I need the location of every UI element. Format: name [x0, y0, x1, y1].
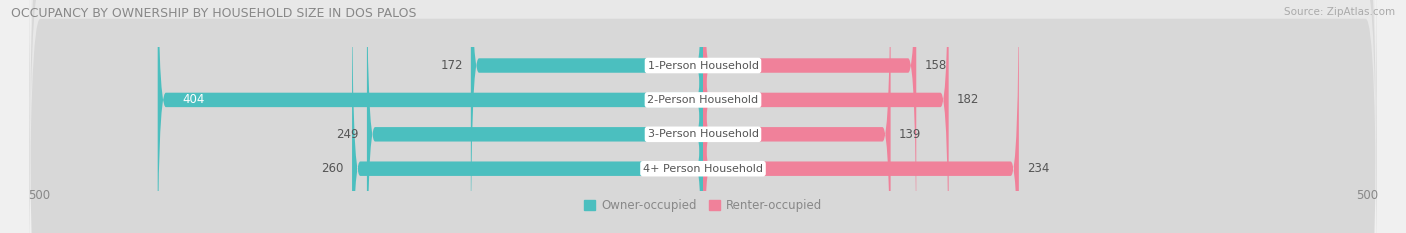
- FancyBboxPatch shape: [30, 0, 1376, 233]
- FancyBboxPatch shape: [30, 0, 1376, 216]
- Text: 139: 139: [898, 128, 921, 141]
- FancyBboxPatch shape: [703, 0, 917, 233]
- FancyBboxPatch shape: [703, 0, 890, 233]
- FancyBboxPatch shape: [157, 0, 703, 233]
- Legend: Owner-occupied, Renter-occupied: Owner-occupied, Renter-occupied: [579, 195, 827, 217]
- FancyBboxPatch shape: [30, 0, 1376, 233]
- Text: 404: 404: [181, 93, 204, 106]
- FancyBboxPatch shape: [367, 0, 703, 233]
- Text: 260: 260: [322, 162, 344, 175]
- Text: 158: 158: [924, 59, 946, 72]
- Text: 249: 249: [336, 128, 359, 141]
- FancyBboxPatch shape: [352, 0, 703, 233]
- Text: 3-Person Household: 3-Person Household: [648, 129, 758, 139]
- Text: 500: 500: [1355, 189, 1378, 202]
- Text: 4+ Person Household: 4+ Person Household: [643, 164, 763, 174]
- Text: OCCUPANCY BY OWNERSHIP BY HOUSEHOLD SIZE IN DOS PALOS: OCCUPANCY BY OWNERSHIP BY HOUSEHOLD SIZE…: [11, 7, 416, 20]
- Text: 500: 500: [28, 189, 51, 202]
- Text: Source: ZipAtlas.com: Source: ZipAtlas.com: [1284, 7, 1395, 17]
- Text: 1-Person Household: 1-Person Household: [648, 61, 758, 71]
- FancyBboxPatch shape: [471, 0, 703, 233]
- FancyBboxPatch shape: [30, 19, 1376, 233]
- FancyBboxPatch shape: [703, 0, 949, 233]
- Text: 2-Person Household: 2-Person Household: [647, 95, 759, 105]
- Text: 182: 182: [956, 93, 979, 106]
- FancyBboxPatch shape: [703, 0, 1019, 233]
- Text: 172: 172: [440, 59, 463, 72]
- Text: 234: 234: [1026, 162, 1049, 175]
